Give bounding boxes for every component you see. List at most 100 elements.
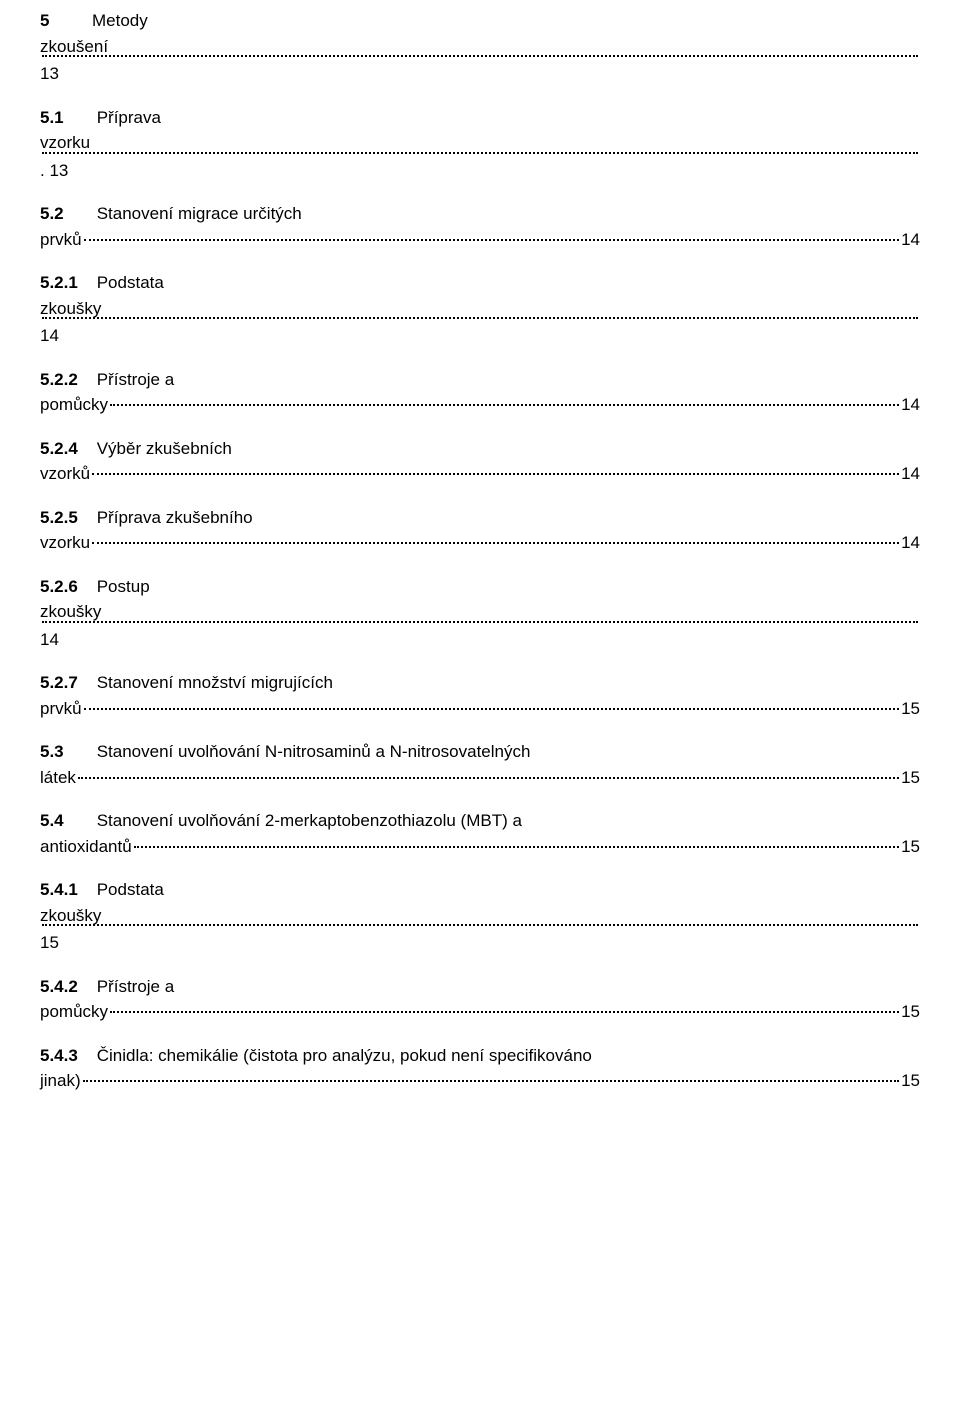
toc-entry-gap (78, 1046, 97, 1065)
toc-entry-wrap: zkoušky (40, 602, 101, 621)
toc-entry: 5.2.6 Postup zkoušky 14 (40, 574, 920, 653)
toc-entry-gap (78, 577, 97, 596)
toc-entry: 5.2.5 Příprava zkušebníhovzorku 14 (40, 505, 920, 556)
toc-entry-number: 5.2.6 (40, 577, 78, 596)
toc-entry-gap (64, 204, 97, 223)
toc-entry-leader: vzorku 14 (40, 530, 920, 556)
toc-entry-heading: 5.2 Stanovení migrace určitých (40, 201, 920, 227)
toc-entry-wrap: jinak) (40, 1068, 81, 1094)
toc-entry-heading: 5.2.7 Stanovení množství migrujících (40, 670, 920, 696)
toc-entry-title: Přístroje a (97, 370, 174, 389)
toc-entry-heading: 5.2.1 Podstata (40, 270, 920, 296)
toc-entry-title: Metody (92, 11, 148, 30)
toc-entry-number: 5.1 (40, 108, 64, 127)
toc-entry-page: 14 (40, 326, 59, 345)
toc-entry-page: 15 (901, 834, 920, 860)
toc-entry-leader: antioxidantů 15 (40, 834, 920, 860)
toc-entry-gap (78, 673, 97, 692)
toc-leader-dots (92, 542, 899, 544)
toc-entry-page: 15 (901, 765, 920, 791)
toc-entry-wrap: prvků (40, 227, 82, 253)
toc-entry-title: Příprava zkušebního (97, 508, 253, 527)
toc-entry-wrap: zkoušky (40, 906, 101, 925)
toc-entry: 5.2.2 Přístroje apomůcky 14 (40, 367, 920, 418)
toc-entry-gap (78, 439, 97, 458)
toc-entry-wrap: látek (40, 765, 76, 791)
toc-entry-number: 5.2 (40, 204, 64, 223)
toc-entry-page: 15 (901, 696, 920, 722)
toc-entry-gap (64, 108, 97, 127)
toc-entry-leader: pomůcky 14 (40, 392, 920, 418)
toc-entry-gap (64, 811, 97, 830)
toc-entry: 5.2.1 Podstata zkoušky 14 (40, 270, 920, 349)
toc-entry-wrap: prvků (40, 696, 82, 722)
toc-entry-title: Stanovení množství migrujících (97, 673, 333, 692)
toc-entry: 5.4 Stanovení uvolňování 2-merkaptobenzo… (40, 808, 920, 859)
toc-entry-number: 5.2.2 (40, 370, 78, 389)
toc-entry: 5.2 Stanovení migrace určitýchprvků 14 (40, 201, 920, 252)
toc-entry-number: 5.4.3 (40, 1046, 78, 1065)
toc-entry-number: 5.4.1 (40, 880, 78, 899)
toc-entry: 5.2.7 Stanovení množství migrujícíchprvk… (40, 670, 920, 721)
toc-entry-leader: jinak) 15 (40, 1068, 920, 1094)
toc-entry-leader: prvků 14 (40, 227, 920, 253)
toc-leader-dots (84, 708, 900, 710)
toc-entry-heading: 5.2.5 Příprava zkušebního (40, 505, 920, 531)
toc-entry-wrap: antioxidantů (40, 834, 132, 860)
toc-entry-gap (78, 977, 97, 996)
toc-leader-dots (42, 317, 918, 319)
toc-entry-gap (78, 273, 97, 292)
toc-entry: 5 Metodyzkoušení13 (40, 8, 920, 87)
toc-entry-page: 14 (901, 392, 920, 418)
toc-entry-wrap: vzorků (40, 461, 90, 487)
toc-leader-dots (110, 1011, 899, 1013)
toc-leader-dots (42, 621, 918, 623)
toc-entry: 5.4.1 Podstata zkoušky 15 (40, 877, 920, 956)
toc-entry: 5.4.2 Přístroje apomůcky 15 (40, 974, 920, 1025)
toc-entry-wrap: pomůcky (40, 392, 108, 418)
toc-entry-title: Stanovení migrace určitých (97, 204, 302, 223)
toc-entry-leader: látek 15 (40, 765, 920, 791)
toc-leader-dots (42, 924, 918, 926)
toc-entry-number: 5.2.7 (40, 673, 78, 692)
toc-entry-wrap: zkoušky (40, 299, 101, 318)
toc-entry-page: 13 (40, 64, 59, 83)
toc-entry-wrap: pomůcky (40, 999, 108, 1025)
toc-entry-number: 5.3 (40, 742, 64, 761)
toc-entry-gap (78, 370, 97, 389)
toc-entry-page: 14 (901, 461, 920, 487)
toc-entry-title: Stanovení uvolňování N-nitrosaminů a N-n… (97, 742, 531, 761)
toc-entry-title: Podstata (97, 273, 164, 292)
toc-entry-page: . 13 (40, 161, 68, 180)
toc-entry-heading: 5.3 Stanovení uvolňování N-nitrosaminů a… (40, 739, 920, 765)
toc-entry-title: Podstata (97, 880, 164, 899)
toc-entry-title: Příprava (97, 108, 161, 127)
toc-entry-page-line: 14 (40, 627, 920, 653)
toc-entry-wrap: vzorku (40, 530, 90, 556)
toc-entry-heading: 5.4.1 Podstata (40, 877, 920, 903)
toc-entry-heading: 5.2.2 Přístroje a (40, 367, 920, 393)
toc-entry-heading: 5.4.2 Přístroje a (40, 974, 920, 1000)
toc-leader-dots (110, 404, 899, 406)
toc-entry-page: 14 (901, 227, 920, 253)
toc-entry-heading: 5.2.6 Postup (40, 574, 920, 600)
toc-entry-title: Stanovení uvolňování 2-merkaptobenzothia… (97, 811, 522, 830)
toc-leader-dots (83, 1080, 899, 1082)
toc-entry-page-line: . 13 (40, 158, 920, 184)
toc-entry-gap (78, 508, 97, 527)
toc-entry-number: 5.2.4 (40, 439, 78, 458)
toc-leader-dots (92, 473, 899, 475)
toc-entry-gap (78, 880, 97, 899)
toc-entry-number: 5.4.2 (40, 977, 78, 996)
toc-leader-dots (42, 152, 918, 154)
toc-leader-dots (134, 846, 899, 848)
toc-entry-gap (49, 11, 92, 30)
toc-entry-heading: 5.4 Stanovení uvolňování 2-merkaptobenzo… (40, 808, 920, 834)
toc-entry-heading: 5.1 Příprava (40, 105, 920, 131)
toc-entry-page-line: 14 (40, 323, 920, 349)
toc-entry-title: Přístroje a (97, 977, 174, 996)
toc-entry-wrap: vzorku (40, 133, 90, 152)
toc-entry-number: 5.2.5 (40, 508, 78, 527)
toc-entry-leader: prvků 15 (40, 696, 920, 722)
toc-entry-page-line: 15 (40, 930, 920, 956)
